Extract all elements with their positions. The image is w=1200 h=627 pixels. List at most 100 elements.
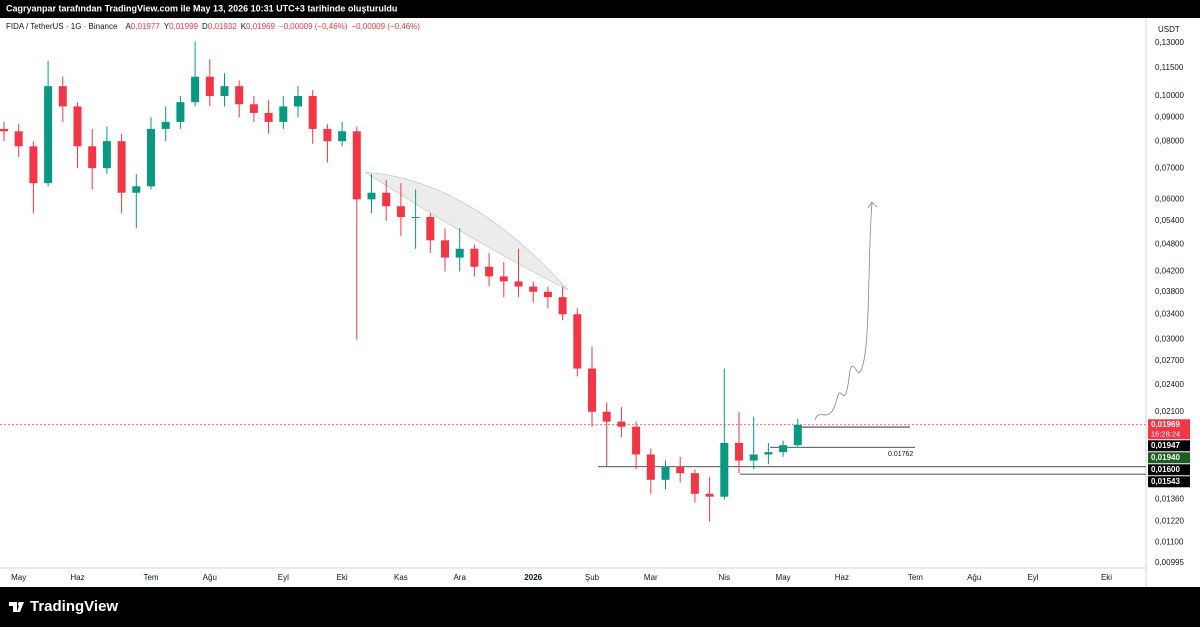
y-tick-label: 0,01220: [1155, 517, 1184, 526]
top-bar: [0, 0, 1200, 18]
candle-body: [676, 466, 685, 474]
y-tick-label: 0,11500: [1155, 63, 1184, 72]
y-tick-label: 0,04800: [1155, 240, 1184, 249]
candle-body: [264, 112, 273, 122]
candle-body: [352, 131, 361, 200]
candle-body: [749, 454, 758, 461]
candle-body: [690, 473, 699, 494]
x-tick-label: Eki: [337, 573, 348, 582]
x-tick-label: Eki: [1101, 573, 1112, 582]
candle-body: [191, 76, 200, 103]
price-label: 0,01940: [1151, 453, 1180, 462]
candle-body: [161, 121, 170, 129]
candle-body: [235, 86, 244, 105]
candle-body: [411, 216, 420, 218]
price-label: 0,01969: [1151, 420, 1180, 429]
y-tick-label: 0,02400: [1155, 380, 1184, 389]
logo-dot: [18, 602, 22, 606]
candle-body: [764, 452, 773, 455]
annotation-label: 0.01762: [888, 451, 913, 458]
candle-body: [441, 240, 449, 258]
candle-body: [14, 131, 23, 147]
candle-body: [102, 141, 111, 169]
candle-body: [558, 297, 567, 315]
y-tick-label: 0,02100: [1155, 407, 1184, 416]
price-label-box: [1148, 440, 1190, 452]
projection-arrow: [814, 202, 873, 421]
candle-body: [0, 128, 8, 132]
candle-body: [88, 146, 97, 169]
legend-change: −0,00009 (−0,46%): [279, 22, 348, 31]
x-tick-label: Haz: [70, 573, 84, 582]
y-tick-label: 0,04200: [1155, 267, 1184, 276]
x-tick-label: Ara: [453, 573, 466, 582]
x-tick-label: Eyl: [278, 573, 289, 582]
x-tick-label: 2026: [524, 573, 542, 582]
y-tick-label: 0,00995: [1155, 558, 1184, 567]
y-tick-label: 0,02700: [1155, 356, 1184, 365]
candle-body: [367, 192, 376, 200]
candle-body: [382, 192, 391, 207]
price-label: 0,01600: [1151, 465, 1180, 474]
price-label: 0,01543: [1151, 477, 1180, 486]
x-tick-label: May: [11, 573, 26, 582]
candle-body: [73, 106, 82, 147]
candle-body: [220, 86, 229, 97]
y-tick-label: 0,13000: [1155, 38, 1184, 47]
candle-body: [529, 286, 538, 292]
legend-value: 0,01932: [208, 22, 237, 31]
candle-body: [720, 442, 729, 497]
candle-body: [294, 96, 302, 107]
x-tick-label: May: [776, 573, 791, 582]
candle-body: [249, 104, 258, 113]
price-label: 0,01947: [1151, 441, 1180, 450]
logo-text: TradingView: [30, 598, 118, 615]
legend-value: 0,01969: [246, 22, 275, 31]
x-tick-label: Nis: [719, 573, 731, 582]
candle-body: [44, 86, 53, 184]
legend-value: 0,01977: [131, 22, 160, 31]
y-tick-label: 0,08000: [1155, 136, 1184, 145]
candle-body: [485, 266, 494, 277]
candle-body: [176, 102, 185, 122]
candle-body: [588, 368, 596, 412]
candle-body: [793, 424, 802, 446]
candle-body: [308, 96, 317, 129]
candle-body: [573, 314, 582, 369]
x-tick-label: Tem: [143, 573, 158, 582]
credit: Cagryanpar tarafından TradingView.com il…: [6, 3, 397, 13]
candle-body: [58, 86, 67, 107]
y-tick-label: 0,05400: [1155, 216, 1184, 225]
price-label-box: [1148, 476, 1190, 488]
legend-key: Y: [164, 22, 170, 31]
candle-body: [132, 186, 141, 193]
y-tick-label: 0,03000: [1155, 335, 1184, 344]
x-tick-label: Kas: [394, 573, 408, 582]
y-tick-label: 0,01360: [1155, 495, 1184, 504]
x-tick-label: Mar: [644, 573, 658, 582]
x-tick-label: Ağu: [203, 573, 217, 582]
candle-body: [646, 454, 655, 480]
candle-body: [426, 216, 435, 241]
legend-value: 0,01999: [169, 22, 198, 31]
candle-body: [29, 146, 38, 184]
y-tick-label: 0,09000: [1155, 112, 1184, 121]
price-label-box: [1148, 452, 1190, 464]
price-label-box: [1148, 419, 1190, 440]
legend-key: K: [241, 22, 247, 31]
legend-change: −0,00009 (−0,46%): [351, 22, 420, 31]
chart-panel: [0, 18, 1200, 587]
candle-body: [279, 106, 288, 122]
candle-body: [323, 128, 332, 142]
candle-body: [499, 276, 508, 282]
arrow-head: [867, 201, 878, 209]
y-tick-label: 0,03400: [1155, 309, 1184, 318]
x-tick-label: Şub: [585, 573, 600, 582]
candle-body: [632, 426, 641, 455]
candle-body: [205, 76, 214, 97]
candle-body: [661, 466, 670, 480]
x-tick-label: Ağu: [967, 573, 981, 582]
x-tick-label: Eyl: [1027, 573, 1038, 582]
